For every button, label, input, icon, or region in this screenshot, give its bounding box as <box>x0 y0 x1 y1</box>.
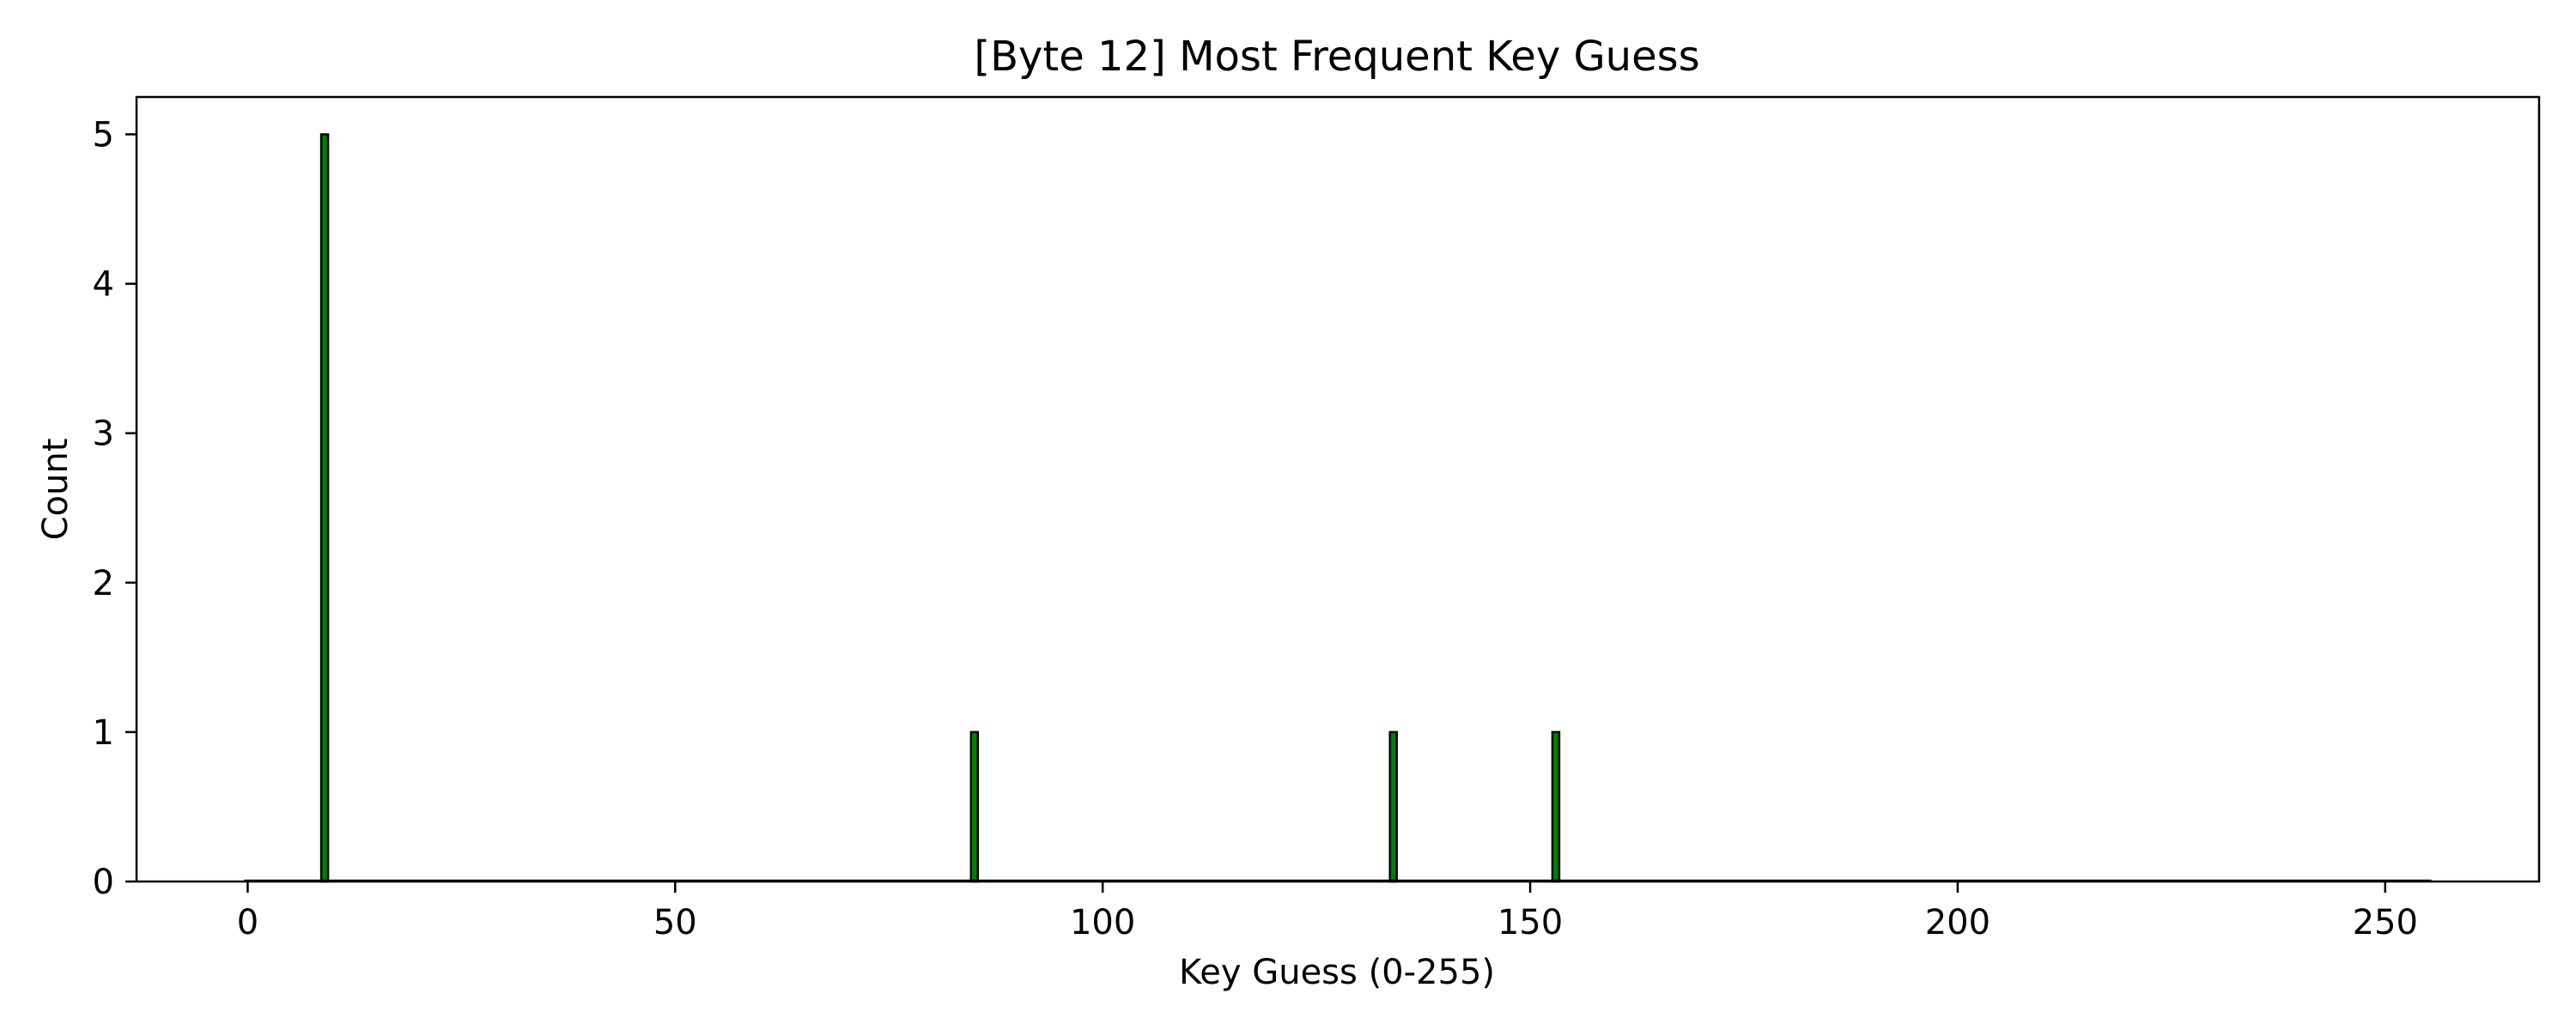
bar-key-85 <box>969 730 980 883</box>
y-tick-label: 5 <box>93 116 114 155</box>
bars-layer <box>319 133 1561 883</box>
x-tick-label: 250 <box>2353 903 2418 942</box>
x-tick-label: 200 <box>1925 903 1990 942</box>
chart-title: [Byte 12] Most Frequent Key Guess <box>974 33 1699 81</box>
x-tick-label: 50 <box>653 903 697 942</box>
y-tick-label: 2 <box>93 564 114 603</box>
plot-frame <box>135 95 2541 883</box>
y-tick-label: 3 <box>93 415 114 454</box>
bar-key-153 <box>1551 730 1561 883</box>
y-tick-label: 0 <box>93 863 114 902</box>
y-axis-ticks: 0 1 2 3 4 5 <box>93 116 137 902</box>
x-tick-label: 150 <box>1498 903 1563 942</box>
y-tick-label: 4 <box>93 265 114 305</box>
x-tick-label: 100 <box>1070 903 1135 942</box>
y-axis-label: Count <box>36 439 76 541</box>
x-axis-label: Key Guess (0-255) <box>1179 953 1495 992</box>
y-tick-label: 1 <box>93 713 114 753</box>
x-axis-ticks: 0 50 100 150 200 250 <box>237 882 2418 942</box>
bar-key-9 <box>319 133 330 883</box>
x-tick-label: 0 <box>237 903 258 942</box>
bar-key-134 <box>1388 730 1398 883</box>
